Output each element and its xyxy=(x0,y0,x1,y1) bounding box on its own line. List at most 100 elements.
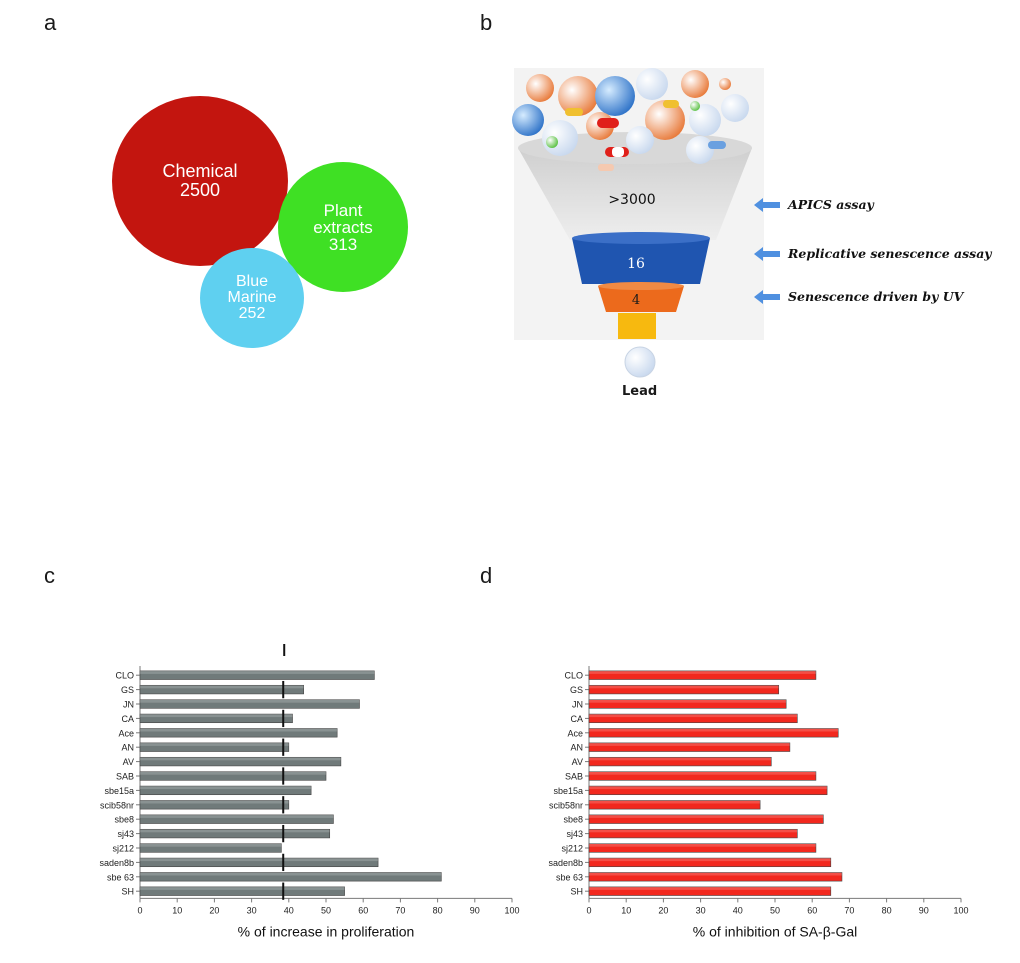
bar-highlight xyxy=(589,872,842,876)
category-label: sbe15a xyxy=(553,786,583,796)
panel-letter-d: d xyxy=(480,563,493,588)
bar-sbe8 xyxy=(588,814,824,824)
category-label: sbe 63 xyxy=(107,872,134,882)
category-label: CLO xyxy=(564,671,583,681)
bar-highlight xyxy=(140,886,345,890)
x-tick-label: 20 xyxy=(209,905,219,915)
category-label: sbe8 xyxy=(114,815,134,825)
bar-highlight xyxy=(140,829,330,833)
bar-saden8b xyxy=(588,857,832,868)
x-tick-label: 10 xyxy=(172,905,182,915)
bar-highlight xyxy=(589,685,779,689)
x-tick-label: 40 xyxy=(284,905,294,915)
bar-highlight xyxy=(589,858,831,862)
x-axis-title: % of increase in proliferation xyxy=(238,923,415,939)
x-tick-label: 50 xyxy=(321,905,331,915)
funnel-stem xyxy=(618,313,656,339)
bar-GS xyxy=(139,684,304,695)
category-label: CA xyxy=(121,714,134,724)
bar-sbe15a xyxy=(588,785,828,796)
assay-label-apics: APICS assay xyxy=(788,197,874,212)
chemical-count: 2500 xyxy=(179,180,221,200)
x-tick-label: 0 xyxy=(137,905,142,915)
bar-sbe-63 xyxy=(588,872,843,882)
panel-letter-b: b xyxy=(480,10,493,35)
marine-label-2: Marine xyxy=(227,289,277,306)
category-label: sj43 xyxy=(117,829,134,839)
category-label: JN xyxy=(572,700,583,710)
bar-highlight xyxy=(140,685,304,689)
x-tick-label: 60 xyxy=(807,905,817,915)
bar-sj43 xyxy=(139,828,331,839)
bar-scib58nr xyxy=(139,800,290,810)
chemical-label: Chemical xyxy=(162,161,238,181)
blue-marine-bubble: Blue Marine 252 xyxy=(200,248,304,348)
sa-beta-gal-bar-chart: 0 10 20 30 40 50 60 70 80 90 100 CLO GS JN CA Ace AN AV SA… xyxy=(548,666,969,939)
lead-label: Lead xyxy=(622,384,658,399)
bar-highlight xyxy=(589,670,816,674)
category-label: scib58nr xyxy=(549,800,583,810)
bar-highlight xyxy=(140,714,293,718)
bar-SH xyxy=(139,886,345,896)
x-tick-label: 80 xyxy=(882,905,892,915)
bar-highlight xyxy=(140,670,375,674)
funnel-bottom-stage xyxy=(598,286,684,312)
x-tick-label: 80 xyxy=(433,905,443,915)
plant-label: Plant xyxy=(323,200,363,220)
category-label: saden8b xyxy=(99,858,134,868)
bar-highlight xyxy=(140,757,341,761)
x-tick-label: 30 xyxy=(696,905,706,915)
bar-highlight xyxy=(589,814,824,818)
chemical-bubble: Chemical 2500 xyxy=(112,96,288,266)
category-label: AV xyxy=(123,757,134,767)
bar-sj212 xyxy=(588,843,817,853)
assay-label-replicative: Replicative senescence assay xyxy=(788,246,992,261)
x-axis-title: % of inhibition of SA-β-Gal xyxy=(693,923,857,939)
bar-AV xyxy=(588,756,772,767)
bar-sj212 xyxy=(139,843,282,853)
assay-label-uv: Senescence driven by UV xyxy=(788,289,964,304)
bar-GS xyxy=(588,684,780,695)
bar-highlight xyxy=(589,829,798,833)
bar-highlight xyxy=(589,714,798,718)
bar-highlight xyxy=(140,699,360,703)
bar-sbe-63 xyxy=(139,872,442,882)
category-label: sbe 63 xyxy=(556,872,583,882)
pills-pile xyxy=(512,68,749,171)
category-label: GS xyxy=(121,685,134,695)
bar-saden8b xyxy=(139,857,379,868)
category-label: scib58nr xyxy=(100,800,134,810)
category-label: AN xyxy=(121,743,134,753)
bar-highlight xyxy=(589,699,787,703)
category-label: SH xyxy=(121,887,134,897)
bar-highlight xyxy=(589,800,761,804)
x-tick-label: 0 xyxy=(586,905,591,915)
bar-highlight xyxy=(140,814,334,818)
category-label: sj43 xyxy=(566,829,583,839)
x-tick-label: 30 xyxy=(247,905,257,915)
x-tick-label: 70 xyxy=(844,905,854,915)
bar-highlight xyxy=(589,728,839,732)
bar-highlight xyxy=(140,858,379,862)
bar-CLO xyxy=(139,670,375,680)
bar-Ace xyxy=(588,728,839,738)
plant-label-2: extracts xyxy=(313,217,373,237)
marine-count: 252 xyxy=(238,305,266,322)
category-label: GS xyxy=(570,685,583,695)
lead-pill-icon xyxy=(624,346,656,378)
bar-SAB xyxy=(588,771,817,781)
proliferation-bar-chart: 0 10 20 30 40 50 60 70 80 90 100 CLO GS JN CA Ace AN AV SA… xyxy=(99,644,520,939)
bar-CA xyxy=(139,713,293,724)
category-label: Ace xyxy=(118,728,134,738)
x-tick-label: 100 xyxy=(504,905,519,915)
bar-AN xyxy=(139,742,290,752)
arrow-left-icon xyxy=(754,198,780,212)
x-tick-label: 40 xyxy=(733,905,743,915)
bar-SH xyxy=(588,886,832,896)
category-label: saden8b xyxy=(548,858,583,868)
bar-JN xyxy=(588,699,787,709)
bar-AV xyxy=(139,756,342,767)
bar-highlight xyxy=(140,742,289,746)
panel-letter-c: c xyxy=(44,563,55,588)
bar-highlight xyxy=(140,800,289,804)
